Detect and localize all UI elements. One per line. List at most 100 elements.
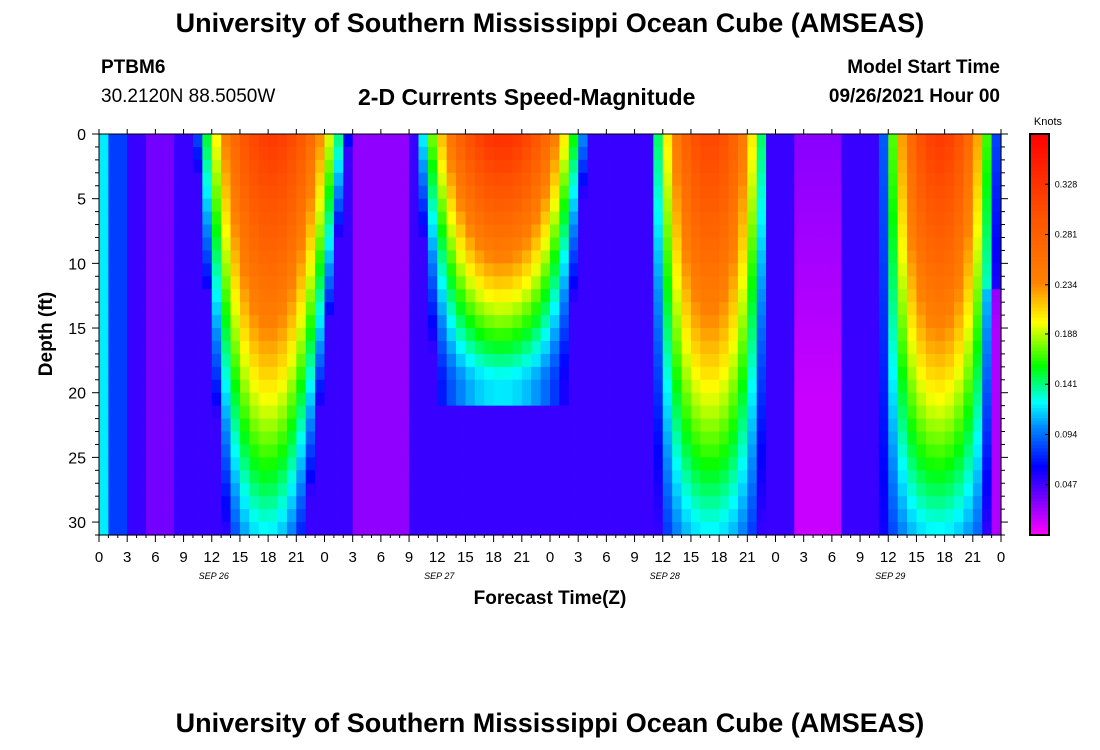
heatmap-cell	[747, 185, 758, 200]
heatmap-cell	[503, 276, 514, 290]
heatmap-cell	[587, 185, 598, 200]
heatmap-cell	[643, 315, 654, 329]
heatmap-cell	[907, 392, 918, 407]
heatmap-cell	[183, 483, 194, 497]
heatmap-cell	[399, 146, 410, 161]
heatmap-cell	[99, 353, 109, 368]
heatmap-cell	[352, 483, 363, 497]
heatmap-cell	[634, 366, 645, 381]
heatmap-cell	[822, 224, 833, 239]
heatmap-cell	[578, 379, 589, 394]
heatmap-cell	[878, 509, 889, 523]
heatmap-cell	[681, 289, 692, 303]
heatmap-cell	[700, 522, 711, 536]
heatmap-cell	[935, 172, 946, 187]
heatmap-cell	[841, 289, 852, 303]
heatmap-cell	[653, 431, 664, 446]
heatmap-cell	[625, 328, 636, 342]
heatmap-cell	[230, 263, 241, 277]
heatmap-cell	[916, 444, 927, 458]
heatmap-cell	[99, 340, 109, 355]
heatmap-cell	[831, 276, 842, 290]
heatmap-cell	[634, 328, 645, 342]
heatmap-cell	[239, 483, 250, 497]
heatmap-cell	[794, 509, 805, 523]
heatmap-cell	[719, 405, 730, 420]
heatmap-cell	[568, 353, 579, 368]
heatmap-cell	[446, 159, 457, 174]
heatmap-cell	[813, 405, 824, 420]
heatmap-cell	[982, 353, 993, 368]
station-id: PTBM6	[101, 57, 166, 78]
heatmap-cell	[493, 172, 504, 187]
x-tick-label: 18	[485, 549, 502, 566]
heatmap-cell	[145, 418, 156, 433]
heatmap-cell	[484, 172, 495, 187]
heatmap-cell	[456, 276, 467, 290]
heatmap-cell	[192, 185, 203, 200]
heatmap-cell	[305, 366, 316, 381]
heatmap-cell	[756, 379, 767, 394]
heatmap-cell	[568, 263, 579, 277]
heatmap-cell	[202, 237, 213, 252]
x-tick-label: 12	[654, 549, 671, 566]
heatmap-cell	[897, 340, 908, 355]
heatmap-cell	[756, 509, 767, 523]
heatmap-cell	[268, 509, 279, 523]
heatmap-cell	[117, 444, 128, 458]
heatmap-cell	[672, 392, 683, 407]
heatmap-cell	[221, 444, 232, 458]
heatmap-cell	[127, 379, 138, 394]
heatmap-cell	[484, 224, 495, 239]
heatmap-cell	[427, 315, 438, 329]
heatmap-cell	[315, 353, 326, 368]
heatmap-cell	[202, 185, 213, 200]
heatmap-cell	[925, 134, 936, 148]
heatmap-cell	[446, 263, 457, 277]
heatmap-cell	[324, 340, 335, 355]
heatmap-cell	[794, 250, 805, 264]
heatmap-cell	[155, 134, 166, 148]
heatmap-cell	[192, 457, 203, 471]
heatmap-cell	[756, 302, 767, 316]
colorbar-segment	[1030, 257, 1049, 262]
heatmap-cell	[108, 328, 119, 342]
heatmap-cell	[296, 405, 307, 420]
heatmap-cell	[399, 366, 410, 381]
heatmap-cell	[813, 134, 824, 148]
heatmap-cell	[465, 224, 476, 239]
heatmap-cell	[305, 353, 316, 368]
heatmap-cell	[202, 198, 213, 213]
heatmap-cell	[643, 146, 654, 161]
x-date-label: SEP 26	[199, 571, 229, 581]
heatmap-cell	[333, 250, 344, 264]
heatmap-cell	[221, 340, 232, 355]
heatmap-cell	[362, 444, 373, 458]
heatmap-cell	[728, 146, 739, 161]
heatmap-cell	[437, 146, 448, 161]
heatmap-cell	[362, 250, 373, 264]
heatmap-cell	[719, 211, 730, 226]
heatmap-cell	[831, 263, 842, 277]
heatmap-cell	[315, 172, 326, 187]
heatmap-cell	[954, 328, 965, 342]
heatmap-cell	[625, 470, 636, 484]
heatmap-cell	[446, 496, 457, 510]
heatmap-cell	[878, 366, 889, 381]
heatmap-cell	[296, 509, 307, 523]
heatmap-cell	[390, 302, 401, 316]
heatmap-cell	[155, 315, 166, 329]
heatmap-cell	[653, 418, 664, 433]
heatmap-cell	[878, 328, 889, 342]
heatmap-cell	[211, 340, 222, 355]
heatmap-cell	[531, 444, 542, 458]
heatmap-cell	[831, 366, 842, 381]
heatmap-cell	[606, 250, 617, 264]
heatmap-cell	[540, 172, 551, 187]
heatmap-cell	[681, 379, 692, 394]
heatmap-cell	[239, 146, 250, 161]
heatmap-cell	[747, 470, 758, 484]
heatmap-cell	[465, 289, 476, 303]
heatmap-cell	[916, 289, 927, 303]
heatmap-cell	[117, 379, 128, 394]
